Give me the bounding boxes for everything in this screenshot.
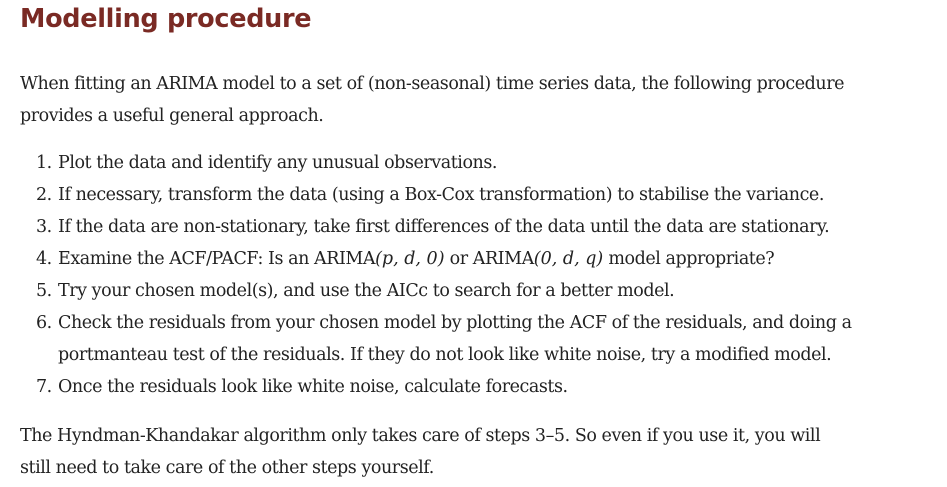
step-text-before: Examine the ACF/PACF: Is an ARIMA xyxy=(58,249,376,269)
procedure-step-4: 4. Examine the ACF/PACF: Is an ARIMA(p, … xyxy=(36,243,935,275)
procedure-step-2: 2. If necessary, transform the data (usi… xyxy=(36,179,935,211)
procedure-step-6: 6. Check the residuals from your chosen … xyxy=(36,307,935,371)
step-number: 3. xyxy=(36,217,52,237)
step-number: 2. xyxy=(36,185,52,205)
step-number: 1. xyxy=(36,153,52,173)
step-text: If necessary, transform the data (using … xyxy=(58,185,824,205)
procedure-list: 1. Plot the data and identify any unusua… xyxy=(36,147,935,403)
section-heading: Modelling procedure xyxy=(20,4,312,34)
step-text-middle: or ARIMA xyxy=(444,249,535,269)
procedure-step-5: 5. Try your chosen model(s), and use the… xyxy=(36,275,935,307)
procedure-step-3: 3. If the data are non-stationary, take … xyxy=(36,211,935,243)
step-text-line-1: Check the residuals from your chosen mod… xyxy=(58,313,852,333)
step-number: 7. xyxy=(36,377,52,397)
step-number: 6. xyxy=(36,313,52,333)
outro-line-1: The Hyndman-Khandakar algorithm only tak… xyxy=(20,426,821,446)
step-number: 4. xyxy=(36,249,52,269)
step-number: 5. xyxy=(36,281,52,301)
step-text: Try your chosen model(s), and use the AI… xyxy=(58,281,675,301)
step-text: If the data are non-stationary, take fir… xyxy=(58,217,830,237)
math-expression-pd0: (p, d, 0) xyxy=(375,249,445,269)
intro-line-1: When fitting an ARIMA model to a set of … xyxy=(20,74,845,94)
step-text-line-2: portmanteau test of the residuals. If th… xyxy=(58,345,832,365)
intro-line-2: provides a useful general approach. xyxy=(20,106,324,126)
intro-paragraph: When fitting an ARIMA model to a set of … xyxy=(20,68,935,132)
procedure-step-1: 1. Plot the data and identify any unusua… xyxy=(36,147,935,179)
step-text-after: model appropriate? xyxy=(603,249,775,269)
step-text: Plot the data and identify any unusual o… xyxy=(58,153,497,173)
step-text: Once the residuals look like white noise… xyxy=(58,377,568,397)
outro-paragraph: The Hyndman-Khandakar algorithm only tak… xyxy=(20,420,935,484)
math-expression-0dq: (0, d, q) xyxy=(533,249,604,269)
outro-line-2: still need to take care of the other ste… xyxy=(20,458,434,478)
procedure-step-7: 7. Once the residuals look like white no… xyxy=(36,371,935,403)
